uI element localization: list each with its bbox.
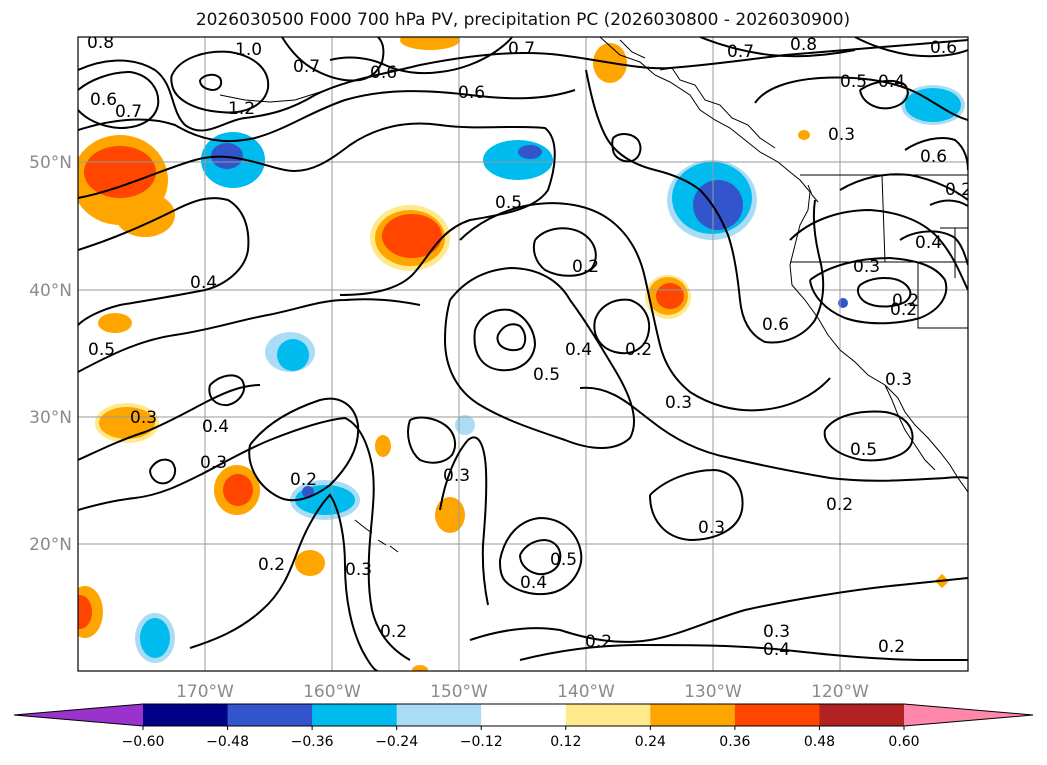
lat-label: 20°N: [29, 535, 72, 555]
lon-label: 170°W: [176, 682, 234, 702]
contour-label: 0.7: [293, 57, 320, 77]
contour-label: 0.5: [840, 72, 867, 92]
coastlines: [219, 37, 968, 553]
contour-label: 0.3: [885, 370, 912, 390]
longitude-labels: 170°W 160°W 150°W 140°W 130°W 120°W: [176, 682, 869, 702]
contour-label: 0.6: [458, 83, 485, 103]
contour-label: 0.3: [130, 408, 157, 428]
map-area: 0.8 1.0 0.7 0.7 0.6 0.6 0.7 0.8 0.6 0.7 …: [78, 33, 972, 671]
contour-label: 0.6: [762, 315, 789, 335]
lon-label: 120°W: [811, 682, 869, 702]
lon-label: 160°W: [303, 682, 361, 702]
colorbar-segment: [734, 704, 820, 726]
colorbar: −0.60 −0.48 −0.36 −0.24 −0.12 0.12 0.24 0.36 0.4…: [13, 703, 1034, 750]
colorbar-extend-min: [14, 704, 143, 726]
pv-contours: [78, 37, 968, 671]
contour-label: 0.2: [585, 632, 612, 652]
contour-label: 0.5: [495, 193, 522, 213]
contour-label: 0.4: [190, 273, 217, 293]
contour-label: 0.3: [443, 466, 470, 486]
contour-label: 0.2: [625, 340, 652, 360]
contour-label: 0.2: [258, 555, 285, 575]
lon-label: 130°W: [684, 682, 742, 702]
colorbar-segment: [481, 704, 567, 726]
contour-label: 0.3: [665, 393, 692, 413]
contour-label: 0.6: [920, 147, 947, 167]
colorbar-segment: [650, 704, 736, 726]
contour-label: 1.2: [228, 99, 255, 119]
contour-label: 0.2: [826, 495, 853, 515]
contour-labels: 0.8 1.0 0.7 0.7 0.6 0.6 0.7 0.8 0.6 0.7 …: [87, 33, 972, 660]
colorbar-segment: [565, 704, 651, 726]
contour-label: 0.4: [520, 573, 547, 593]
lat-label: 40°N: [29, 281, 72, 301]
lon-label: 150°W: [430, 682, 488, 702]
contour-label: 0.2: [290, 470, 317, 490]
colorbar-segment: [227, 704, 313, 726]
contour-label: 0.2: [572, 257, 599, 277]
latitude-labels: 50°N 40°N 30°N 20°N: [29, 153, 72, 555]
contour-label: 0.5: [533, 365, 560, 385]
contour-label: 0.2: [890, 300, 917, 320]
lat-label: 50°N: [29, 153, 72, 173]
contour-label: 0.7: [727, 42, 754, 62]
contour-label: 0.6: [370, 63, 397, 83]
contour-label: 0.4: [763, 640, 790, 660]
colorbar-tick-label: −0.24: [375, 734, 418, 750]
contour-label: 0.2: [892, 291, 919, 311]
colorbar-tick-label: 0.48: [804, 734, 835, 750]
contour-label: 0.3: [698, 518, 725, 538]
colorbar-tick-label: −0.48: [206, 734, 249, 750]
lat-label: 30°N: [29, 408, 72, 428]
contour-label: 0.3: [345, 560, 372, 580]
colorbar-segment: [312, 704, 398, 726]
colorbar-tick-label: 0.12: [550, 734, 581, 750]
colorbar-tick-label: 0.36: [719, 734, 750, 750]
contour-label: 0.4: [202, 417, 229, 437]
colorbar-segment: [396, 704, 482, 726]
contour-label: 0.2: [878, 637, 905, 657]
contour-label: 0.4: [915, 233, 942, 253]
contour-label: 0.3: [763, 622, 790, 642]
contour-label: 0.8: [87, 33, 114, 53]
contour-label: 0.8: [790, 35, 817, 55]
contour-label: 0.6: [930, 38, 957, 58]
lon-label: 140°W: [557, 682, 615, 702]
contour-label: 0.7: [115, 102, 142, 122]
contour-label: 0.5: [88, 340, 115, 360]
colorbar-tick-label: 0.60: [888, 734, 919, 750]
gridlines: [78, 37, 968, 671]
contour-label: 0.2: [945, 180, 972, 200]
colorbar-extend-max: [904, 704, 1033, 726]
contour-label: 0.5: [850, 440, 877, 460]
colorbar-segment: [819, 704, 905, 726]
contour-label: 0.2: [380, 622, 407, 642]
colorbar-tick-label: −0.12: [460, 734, 503, 750]
colorbar-segment: [143, 704, 229, 726]
colorbar-tick-label: −0.36: [291, 734, 334, 750]
colorbar-tick-label: 0.24: [635, 734, 666, 750]
contour-label: 0.4: [565, 340, 592, 360]
contour-label: 0.6: [90, 90, 117, 110]
contour-label: 0.7: [508, 39, 535, 59]
contour-label: 0.3: [828, 125, 855, 145]
contour-label: 0.4: [878, 72, 905, 92]
contour-label: 0.5: [550, 550, 577, 570]
figure-title: 2026030500 F000 700 hPa PV, precipitatio…: [196, 10, 850, 30]
contour-label: 0.3: [853, 257, 880, 277]
contour-label: 0.3: [200, 453, 227, 473]
contour-label: 1.0: [235, 40, 262, 60]
map-frame: [77, 36, 969, 672]
colorbar-tick-label: −0.60: [122, 734, 165, 750]
